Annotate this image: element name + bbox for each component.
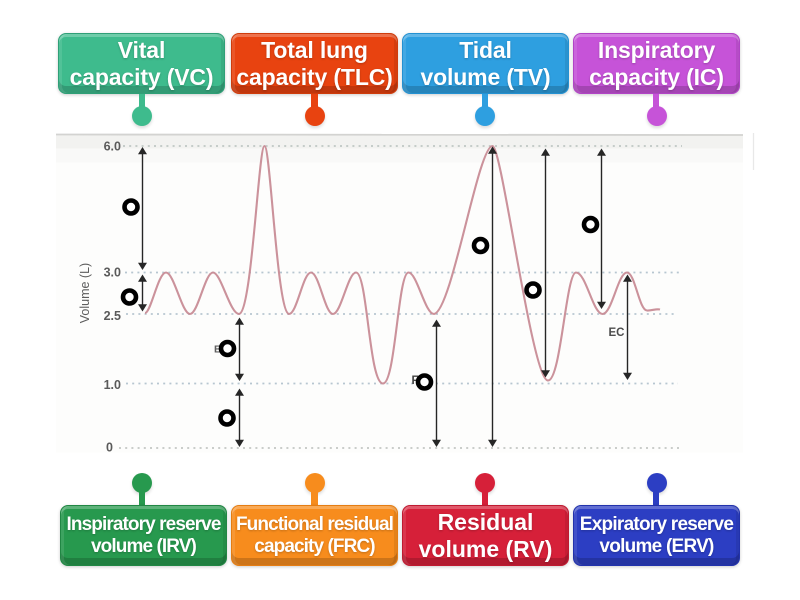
svg-text:6.0: 6.0 bbox=[104, 140, 121, 154]
svg-text:E: E bbox=[214, 344, 221, 356]
svg-text:2.5: 2.5 bbox=[104, 309, 121, 323]
svg-text:1.0: 1.0 bbox=[104, 378, 121, 392]
svg-text:3.0: 3.0 bbox=[104, 266, 121, 280]
svg-text:0: 0 bbox=[106, 441, 113, 455]
svg-text:Volume (L): Volume (L) bbox=[78, 263, 92, 323]
svg-text:EC: EC bbox=[609, 327, 625, 339]
svg-text:F: F bbox=[412, 375, 419, 387]
